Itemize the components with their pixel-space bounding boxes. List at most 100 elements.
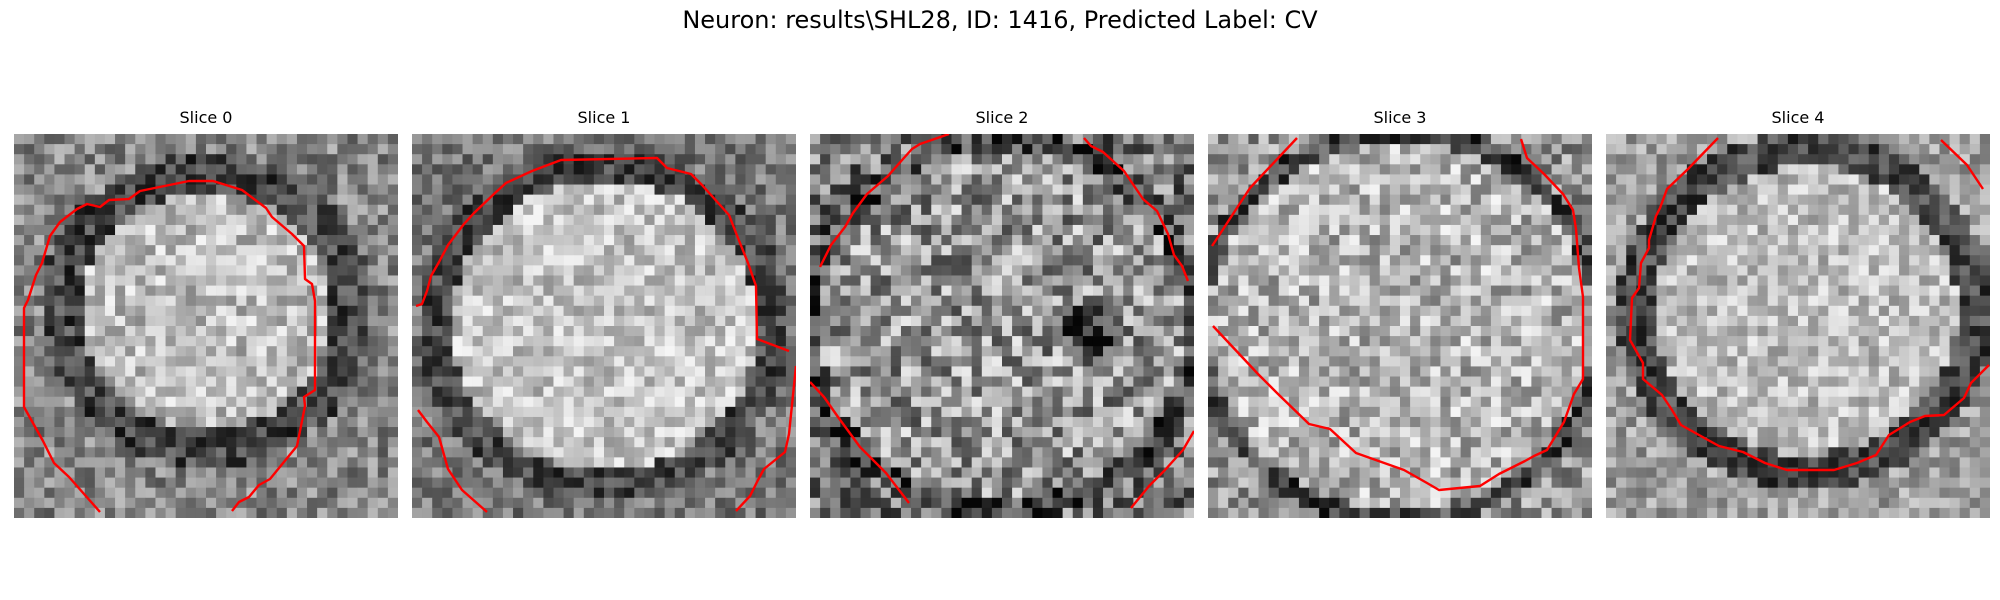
image-pixel [1238,245,1249,256]
image-pixel [452,507,463,518]
image-pixel [705,154,716,165]
image-pixel [357,416,368,428]
image-pixel [502,295,514,307]
image-pixel [775,507,787,518]
image-pixel [1288,265,1300,276]
image-pixel [961,487,972,499]
image-pixel [442,184,453,195]
image-pixel [991,507,1003,518]
image-pixel [145,477,156,488]
image-pixel [125,194,136,206]
image-pixel [533,285,544,296]
image-pixel [674,164,686,175]
image-pixel [135,275,146,286]
image-pixel [563,477,574,488]
image-pixel [1501,204,1512,216]
image-pixel [1012,396,1023,408]
image-pixel [1022,154,1033,165]
image-pixel [543,406,554,418]
image-pixel [563,224,574,236]
image-pixel [1359,275,1370,286]
image-pixel [840,386,851,398]
image-pixel [991,376,1003,387]
image-pixel [593,285,605,296]
image-pixel [1143,235,1154,246]
image-pixel [367,305,379,317]
image-pixel [931,376,942,387]
image-pixel [1153,326,1164,337]
image-pixel [694,204,706,216]
image-pixel [206,305,217,317]
image-pixel [725,427,736,438]
image-pixel [1072,406,1084,418]
image-pixel [820,447,831,458]
image-pixel [634,346,645,357]
image-pixel [317,315,328,327]
image-pixel [1012,265,1023,276]
image-pixel [1062,396,1074,408]
image-pixel [387,174,398,185]
image-pixel [971,154,983,165]
image-pixel [684,366,696,377]
image-pixel [563,416,574,428]
image-pixel [1400,295,1411,307]
image-pixel [64,467,75,478]
image-pixel [1339,265,1350,276]
image-pixel [1022,245,1033,256]
image-pixel [664,245,676,256]
image-pixel [674,457,686,468]
image-pixel [1208,214,1219,226]
image-pixel [523,305,534,317]
image-pixel [614,386,625,398]
image-pixel [165,295,176,307]
image-pixel [1278,164,1290,175]
image-pixel [1329,245,1340,256]
image-pixel [452,416,463,428]
image-pixel [266,396,278,408]
image-pixel [573,315,585,327]
image-pixel [921,366,932,377]
image-pixel [941,497,952,509]
image-pixel [961,184,972,195]
image-pixel [24,184,35,195]
image-pixel [1042,467,1053,478]
image-pixel [981,204,993,216]
image-pixel [175,285,187,296]
image-pixel [1248,184,1259,195]
image-pixel [442,285,453,296]
image-pixel [1163,447,1175,458]
image-pixel [44,356,55,367]
image-pixel [664,406,676,418]
image-pixel [266,275,278,286]
image-pixel [347,295,358,307]
image-pixel [911,427,922,438]
image-pixel [276,356,288,367]
image-pixel [462,507,473,518]
image-pixel [452,406,463,418]
image-pixel [236,366,247,377]
image-pixel [185,154,197,165]
image-pixel [951,214,962,226]
image-pixel [654,366,665,377]
image-pixel [1359,224,1370,236]
image-pixel [543,265,554,276]
image-pixel [1103,386,1114,398]
image-pixel [226,416,237,428]
image-pixel [745,134,756,145]
image-pixel [785,447,796,458]
image-pixel [145,275,156,286]
image-pixel [266,467,278,478]
image-pixel [1309,134,1320,145]
image-pixel [981,507,993,518]
image-pixel [840,467,851,478]
image-pixel [735,406,746,418]
image-pixel [1173,467,1185,478]
image-pixel [553,275,564,286]
image-pixel [735,174,746,185]
image-pixel [890,346,902,357]
image-pixel [765,386,777,398]
image-pixel [745,174,756,185]
image-pixel [175,144,187,155]
image-pixel [1062,326,1074,337]
image-pixel [185,224,197,236]
